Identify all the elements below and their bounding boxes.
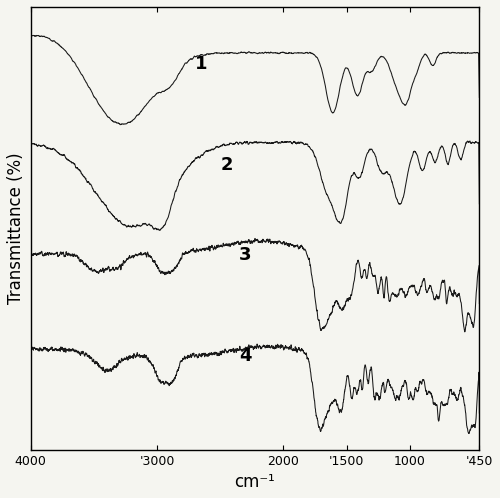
Text: 3: 3 [239, 246, 252, 263]
Text: 1: 1 [195, 55, 207, 73]
X-axis label: cm⁻¹: cm⁻¹ [234, 473, 276, 491]
Y-axis label: Transmittance (%): Transmittance (%) [7, 152, 25, 304]
Text: 2: 2 [220, 156, 232, 174]
Text: 4: 4 [239, 347, 252, 365]
